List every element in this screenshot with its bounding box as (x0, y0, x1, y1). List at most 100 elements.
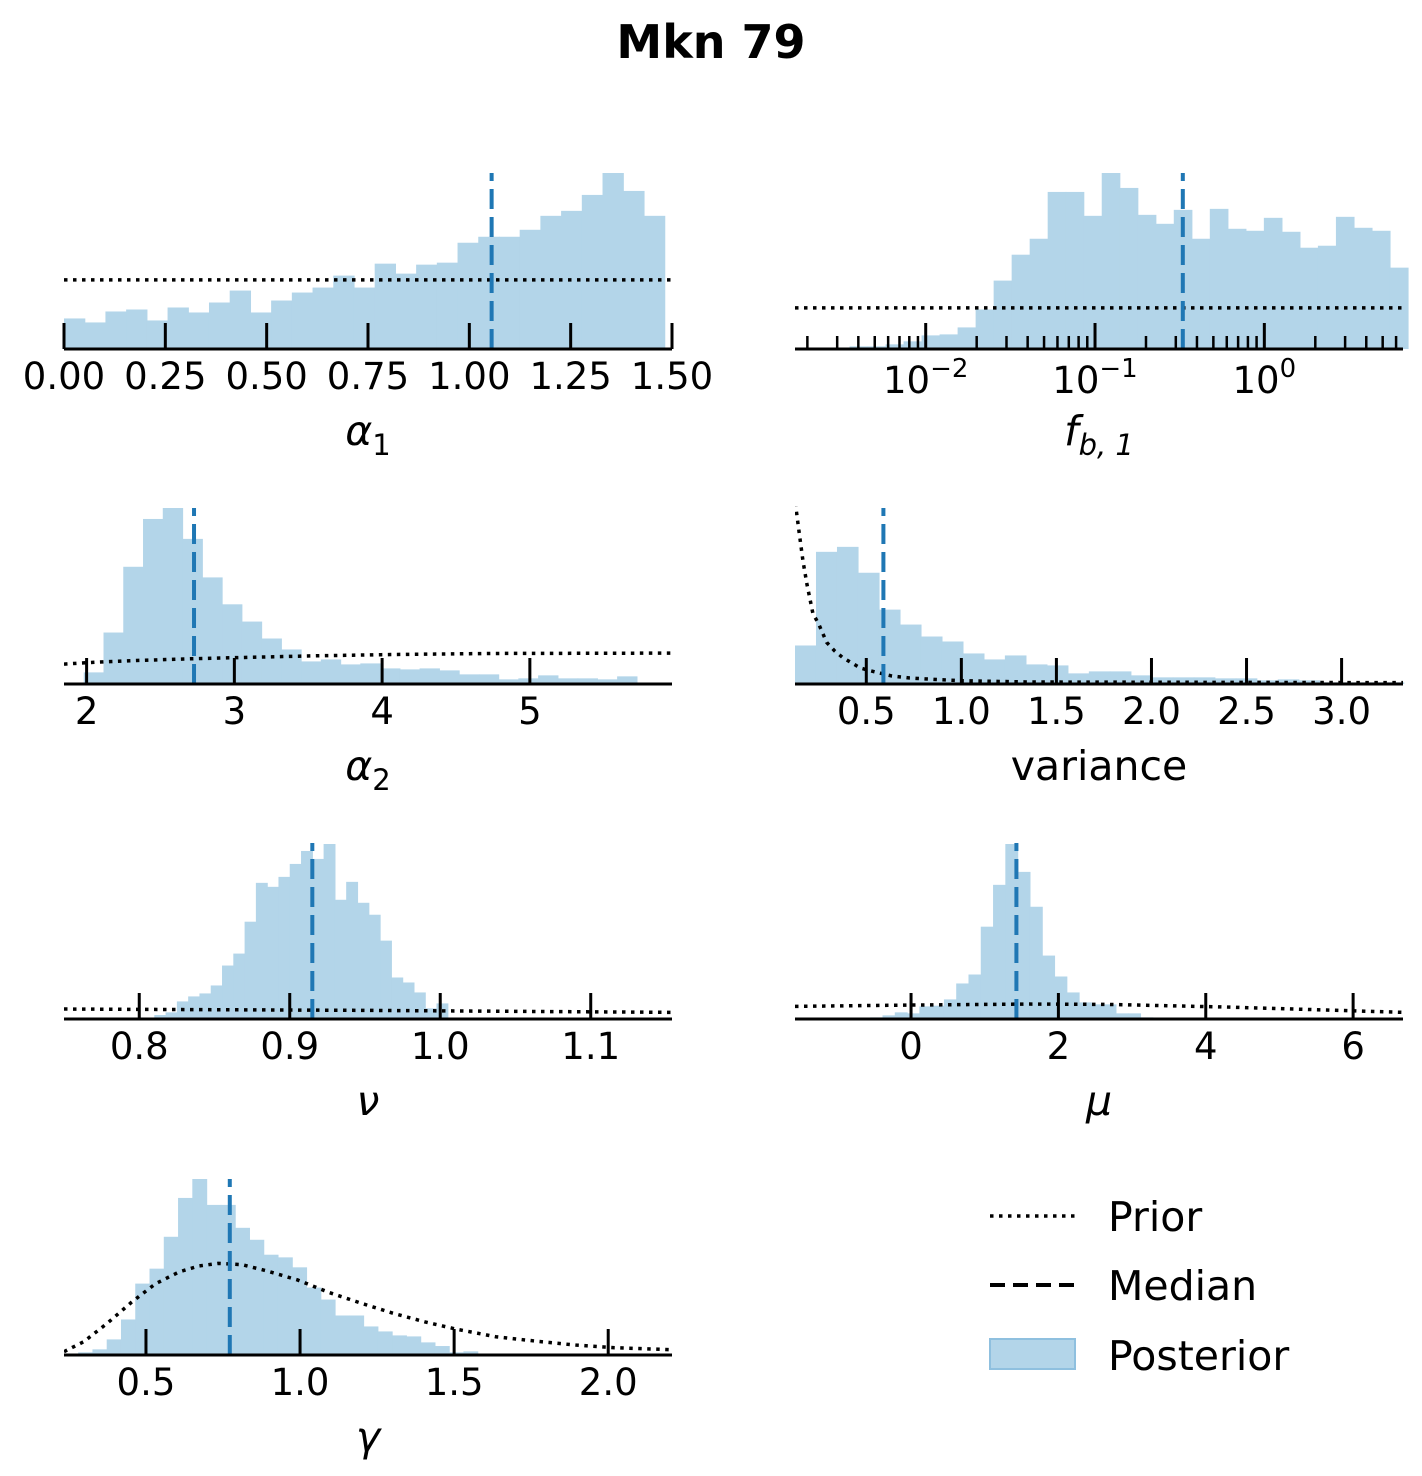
posterior-bar-3 (188, 996, 201, 1019)
x-axis-label: fb, 1 (1064, 407, 1134, 462)
posterior-bar-24 (420, 1342, 436, 1355)
posterior-bar-5 (899, 624, 922, 684)
tick-label: 1.0 (271, 1361, 330, 1404)
posterior-bar-17 (1079, 1002, 1092, 1019)
posterior-bar-11 (1047, 191, 1067, 349)
posterior-bar-17 (1155, 223, 1175, 349)
posterior-bar-18 (419, 668, 440, 684)
posterior-bar-1 (815, 551, 838, 684)
posterior-bar-18 (1172, 677, 1195, 684)
panel-alpha1: 0.00 0.25 0.50 0.75 1.00 1.25 1.50 α1 (23, 173, 713, 462)
posterior-bar-7 (941, 641, 964, 684)
panel-gamma: 0.5 1.0 1.5 2.0 γ (64, 1179, 672, 1461)
posterior-bar-16 (1137, 214, 1157, 349)
tick-label: 5 (518, 690, 542, 733)
legend: Prior Median Posterior (989, 1193, 1289, 1380)
legend-median-label: Median (1108, 1262, 1257, 1310)
posterior-bar-14 (277, 1257, 293, 1355)
posterior-bar-20 (478, 236, 500, 349)
tick-label: 1.5 (1027, 690, 1086, 733)
x-axis-label-subscript: 2 (372, 763, 390, 797)
tick-label: 1.1 (561, 1025, 620, 1068)
prior-curve (64, 1261, 672, 1354)
x-axis-label: α2 (345, 742, 390, 797)
posterior-bar-16 (380, 668, 401, 684)
posterior-bar-17 (320, 1299, 336, 1355)
posterior-bar-27 (623, 190, 645, 349)
tick-label: 1.25 (529, 355, 611, 398)
tick-label: 0.25 (124, 355, 206, 398)
posterior-bar-15 (374, 263, 397, 349)
tick-label-base: 10 (883, 359, 930, 402)
posterior-bar-22 (402, 982, 415, 1019)
posterior-bar-13 (301, 850, 313, 1019)
posterior-bar-13 (333, 275, 355, 349)
x-axis-label-symbol: α (345, 742, 372, 790)
tick-label: 2.0 (579, 1361, 638, 1404)
posterior-bar-24 (561, 210, 583, 349)
tick-label: 1.0 (932, 690, 991, 733)
posterior-bar-9 (980, 926, 994, 1019)
posterior-bar-2 (105, 311, 127, 349)
posterior-bar-9 (983, 659, 1006, 684)
x-axis-label-symbol: ν (357, 1077, 380, 1125)
posterior-bar-10 (1029, 238, 1049, 349)
posterior-bar-8 (244, 921, 257, 1019)
posterior-bar-22 (498, 679, 519, 684)
posterior-bar-13 (263, 1254, 279, 1355)
x-axis-label-symbol: variance (1011, 742, 1188, 790)
posterior-bar-7 (208, 302, 231, 349)
posterior-bar-15 (292, 1267, 308, 1355)
posterior-bar-18 (1091, 1004, 1105, 1019)
posterior-bar-18 (436, 262, 459, 349)
posterior-bar-10 (261, 638, 282, 684)
tick-label: 2.5 (1217, 690, 1276, 733)
posterior-bar-20 (1214, 678, 1237, 684)
tick-label-base: 10 (1233, 359, 1280, 402)
x-axis-label: ν (357, 1077, 380, 1125)
figure-title: Mkn 79 (616, 15, 805, 69)
posterior-bar-25 (581, 194, 604, 349)
posterior-bar-25 (557, 678, 579, 684)
posterior-bar-24 (1298, 680, 1321, 684)
posterior-bar-2 (836, 546, 859, 684)
posterior-bar-6 (188, 312, 210, 349)
tick-label: 0.00 (23, 355, 105, 398)
posterior-bar-7 (178, 1197, 193, 1355)
posterior-bar-9 (250, 312, 272, 349)
posterior-bar-4 (143, 518, 164, 684)
panel-variance: 0.5 1.0 1.5 2.0 2.5 3.0 variance (795, 506, 1405, 790)
posterior-bar-23 (413, 992, 426, 1019)
posterior-bar-8 (222, 604, 243, 684)
posterior-bar-0 (64, 318, 86, 349)
posterior-bar-16 (1130, 675, 1153, 684)
posterior-bar-15 (1119, 187, 1139, 349)
posterior-bar-5 (149, 1268, 165, 1355)
posterior-bar-26 (602, 173, 624, 349)
x-axis-label-symbol: μ (1085, 1077, 1112, 1125)
posterior-bar-10 (993, 884, 1006, 1019)
posterior-bar-4 (919, 1006, 933, 1019)
posterior-bar-21 (1128, 1013, 1142, 1019)
tick-label: 1.5 (425, 1361, 484, 1404)
posterior-bar-21 (1227, 228, 1247, 349)
posterior-bar-12 (312, 287, 334, 349)
legend-posterior-swatch (989, 1338, 1076, 1370)
tick-label-exponent: 0 (1280, 354, 1297, 384)
posterior-bar-5 (167, 307, 189, 349)
posterior-bar-19 (349, 1315, 365, 1355)
prior-curve (64, 1007, 672, 1015)
posterior-bar-29 (1371, 230, 1391, 349)
posterior-bar-23 (406, 1336, 422, 1355)
tick-label: 1.50 (631, 355, 713, 398)
tick-label: 4 (370, 690, 394, 733)
posterior-bar-11 (281, 649, 302, 684)
posterior-bar-27 (1335, 216, 1355, 349)
tick-label-exponent: −1 (1099, 354, 1137, 384)
posterior-bar-4 (146, 320, 169, 349)
tick-label-exponent: −2 (930, 354, 968, 384)
x-axis-label-subscript: 1 (372, 428, 390, 462)
tick-label: 10−2 (883, 354, 968, 402)
prior-curve (64, 651, 672, 666)
posterior-bar-20 (1209, 208, 1229, 349)
